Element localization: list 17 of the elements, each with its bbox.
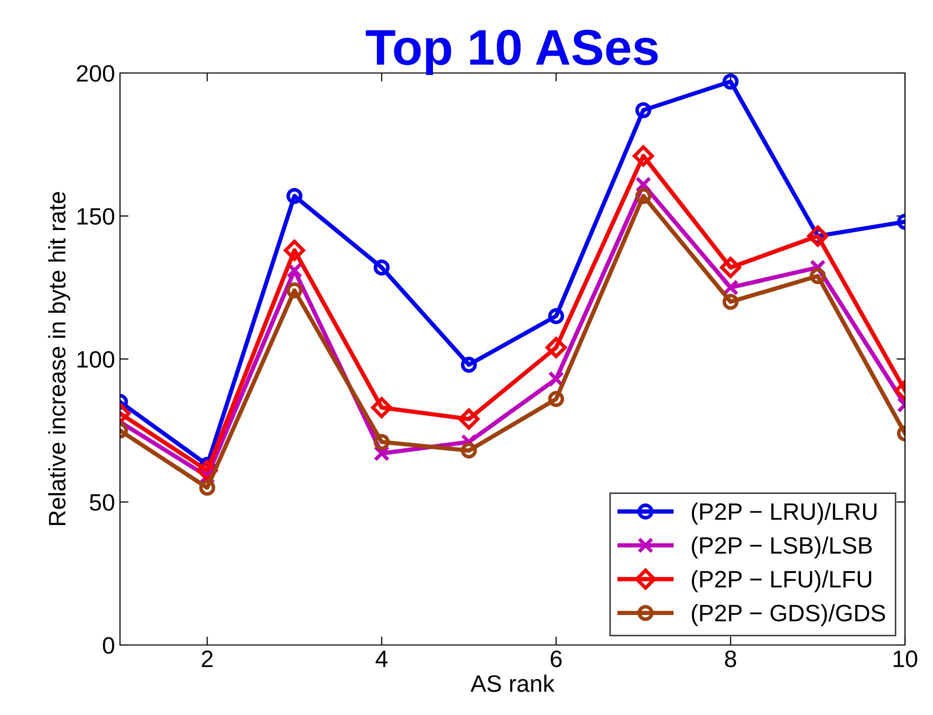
- y-tick-label: 0: [102, 637, 114, 654]
- legend-label: (P2P − LSB)/LSB: [692, 536, 872, 558]
- y-tick-label: 200: [76, 65, 114, 82]
- legend-label: (P2P − LFU)/LFU: [692, 570, 872, 592]
- x-tick-label: 8: [725, 650, 736, 668]
- legend-label: (P2P − LRU)/LRU: [692, 502, 876, 525]
- y-axis-title: Relative increase in byte hit rate: [48, 192, 70, 526]
- x-tick-label: 6: [550, 650, 562, 668]
- x-tick-label: 10: [894, 650, 918, 668]
- chart-title: Top 10 ASes: [366, 30, 658, 76]
- x-tick-label: 4: [376, 650, 388, 667]
- x-tick-label: 2: [202, 650, 213, 667]
- y-tick-label: 150: [78, 208, 114, 225]
- legend-label: (P2P − GDS)/GDS: [692, 604, 886, 626]
- x-axis-title: AS rank: [470, 674, 555, 692]
- y-tick-label: 50: [90, 494, 114, 511]
- y-tick-label: 100: [78, 351, 114, 368]
